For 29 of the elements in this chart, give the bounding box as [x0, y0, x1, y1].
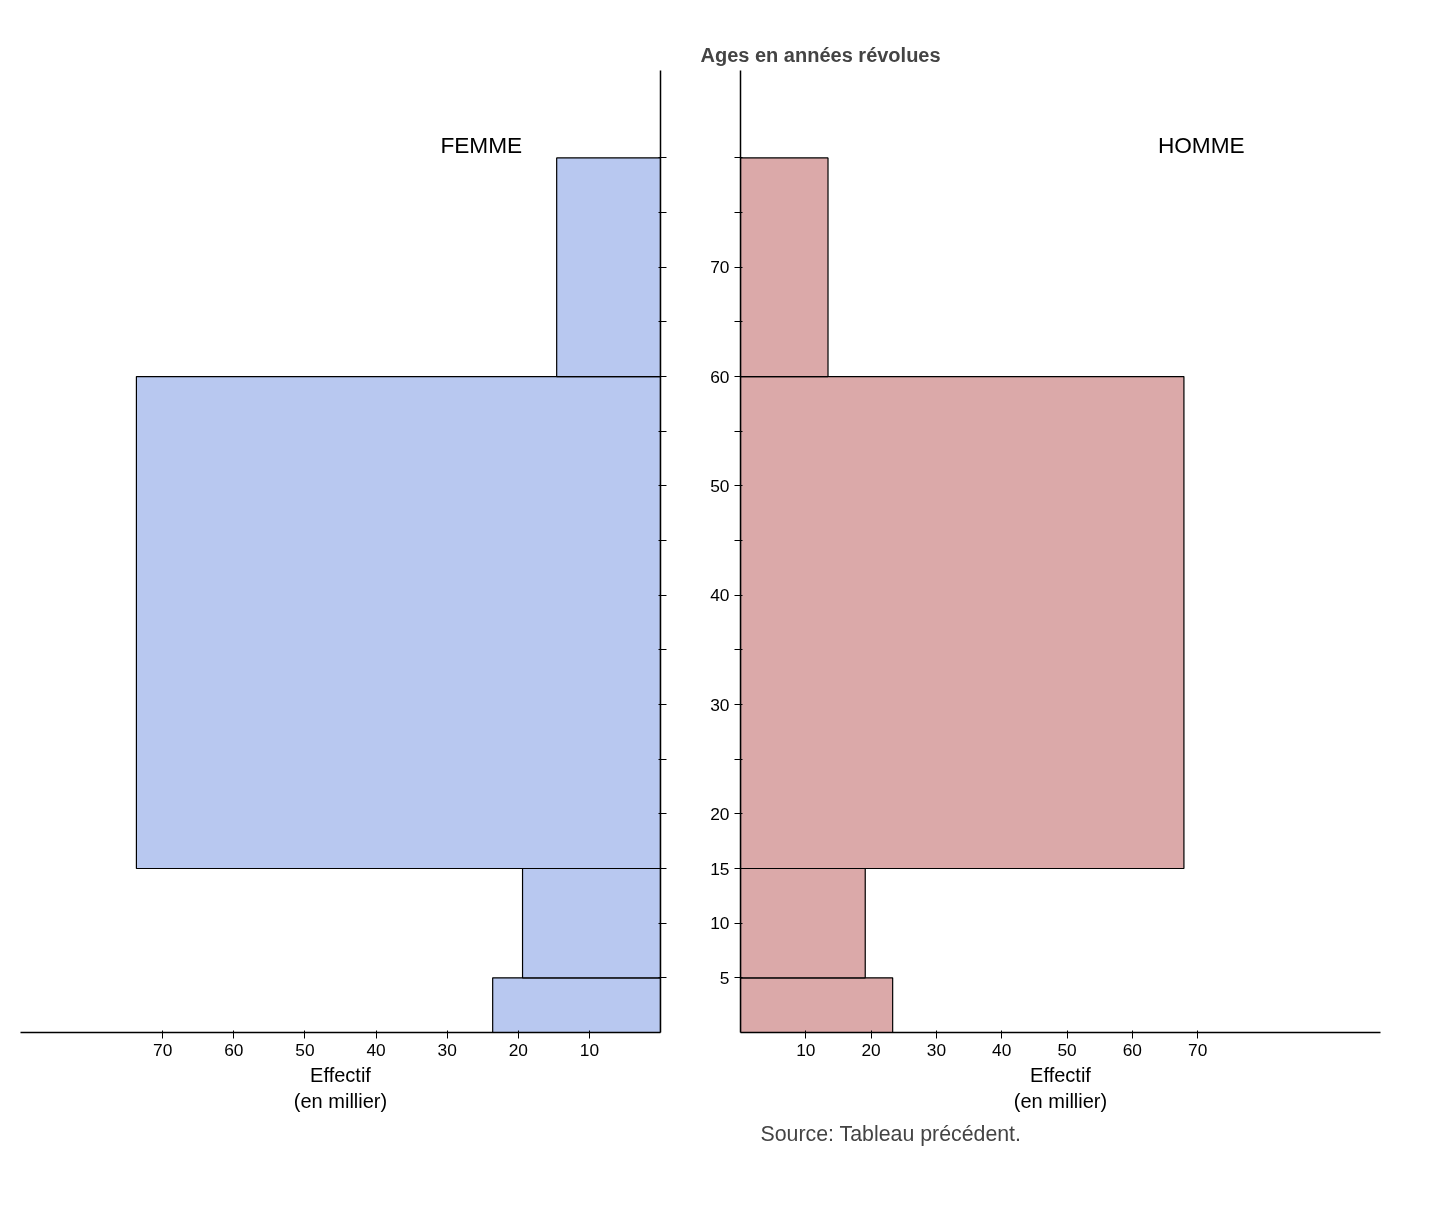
x-tick-label: 50 [295, 1039, 315, 1060]
x-tick-label: 20 [508, 1039, 528, 1060]
x-tick-label: 10 [579, 1039, 600, 1060]
x-tick-label: 30 [926, 1039, 947, 1060]
x-tick-label: 10 [796, 1039, 816, 1060]
y-tick-label: 15 [710, 858, 730, 879]
y-tick-label: 40 [710, 585, 730, 606]
x-tick-label: 40 [992, 1039, 1012, 1060]
y-tick-label: 30 [710, 694, 730, 715]
y-tick-label: 5 [719, 967, 730, 988]
y-tick-label: 70 [710, 257, 730, 278]
y-tick-label: 60 [710, 366, 730, 387]
x-axis-title: Effectif (en millier) [1013, 1063, 1108, 1112]
x-tick-label: 50 [1057, 1039, 1077, 1060]
y-tick-label: 10 [710, 913, 730, 934]
x-tick-label: 70 [1188, 1039, 1208, 1060]
y-tick-label: 50 [710, 475, 730, 496]
series-label: FEMME [440, 131, 523, 158]
x-axis-title: Effectif (en millier) [293, 1063, 388, 1112]
y-axis-title: Ages en années révolues [700, 43, 941, 66]
text: HOMME [1157, 131, 1245, 158]
x-tick-label: 60 [224, 1039, 244, 1060]
x-tick-label: 20 [861, 1039, 881, 1060]
x-tick-label: 70 [153, 1039, 173, 1060]
source-note: Source: Tableau précédent. [760, 1121, 1021, 1146]
x-tick-label: 40 [366, 1039, 386, 1060]
y-tick-label: 20 [710, 803, 730, 824]
x-tick-label: 30 [437, 1039, 457, 1060]
x-tick-label: 60 [1122, 1039, 1142, 1060]
